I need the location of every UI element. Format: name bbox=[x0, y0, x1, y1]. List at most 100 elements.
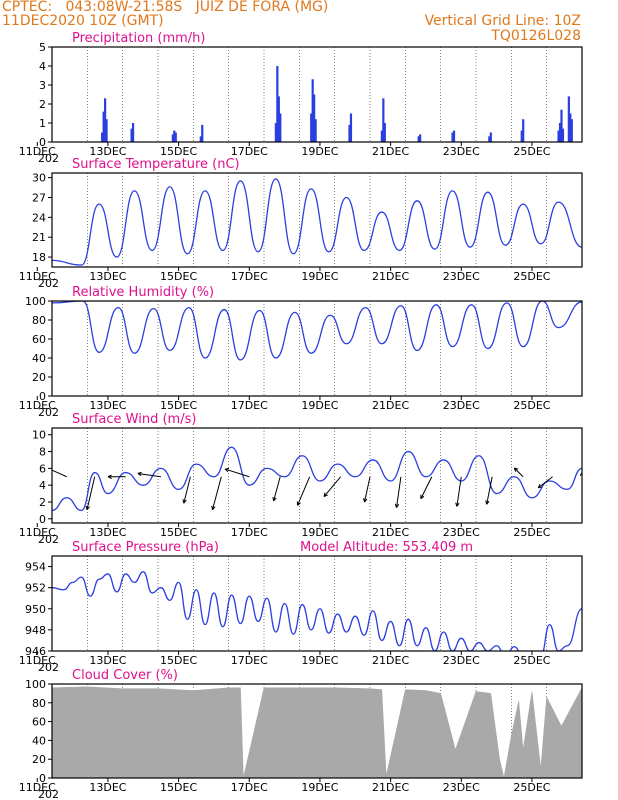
y-tick-label: 0 bbox=[39, 390, 46, 403]
precip-bar bbox=[279, 113, 282, 142]
precip-bar bbox=[274, 123, 277, 142]
y-tick-label: 948 bbox=[25, 624, 46, 637]
wind-arrow bbox=[513, 467, 524, 478]
x-tick-label: 17DEC bbox=[231, 526, 268, 539]
x-tick-label: 15DEC bbox=[160, 270, 197, 283]
x-tick-label: 21DEC bbox=[372, 270, 409, 283]
precip-bar bbox=[557, 130, 560, 142]
x-tick-label: 19DEC bbox=[301, 145, 338, 158]
x-tick-label: 17DEC bbox=[231, 270, 268, 283]
y-tick-label: 8 bbox=[39, 446, 46, 459]
precip-bar bbox=[452, 130, 456, 142]
x-tick-label: 11DEC bbox=[19, 781, 56, 794]
y-tick-label: 10 bbox=[32, 429, 46, 442]
header-grid-note: Vertical Grid Line: 10Z bbox=[425, 13, 581, 29]
panel-title: Surface Wind (m/s) bbox=[72, 412, 196, 427]
precip-bar bbox=[383, 123, 386, 142]
precip-bar bbox=[101, 132, 104, 142]
precip-bar bbox=[348, 124, 351, 142]
x-tick-label: 11DEC bbox=[19, 654, 56, 667]
x-tick-label: 19DEC bbox=[301, 526, 338, 539]
wind-arrow bbox=[394, 476, 402, 508]
wind-arrow bbox=[323, 476, 341, 498]
precip-bar bbox=[277, 96, 280, 142]
year-label: 202 bbox=[38, 533, 59, 546]
panel-title: Precipitation (mm/h) bbox=[72, 31, 205, 46]
y-tick-label: 4 bbox=[39, 60, 46, 73]
precip-bar bbox=[171, 134, 174, 142]
y-tick-label: 946 bbox=[25, 645, 46, 658]
panel-frame bbox=[51, 427, 583, 524]
y-tick-label: 5 bbox=[39, 41, 46, 54]
precip-bar bbox=[451, 132, 454, 142]
plot-area bbox=[101, 66, 573, 142]
panel-temp: 18 21 24 27 30 11DEC 13DEC 15DEC 17DEC 19DEC 21DEC… bbox=[19, 157, 583, 290]
precip-bar bbox=[419, 134, 422, 142]
header-init-time: 11DEC2020 10Z (GMT) bbox=[2, 13, 164, 29]
y-tick-label: 0 bbox=[39, 136, 46, 149]
x-tick-label: 25DEC bbox=[513, 399, 550, 412]
x-tick-label: 15DEC bbox=[160, 526, 197, 539]
year-label: 202 bbox=[38, 277, 59, 290]
y-tick-label: 21 bbox=[32, 231, 46, 244]
panel-cloud: 0 20 40 60 80 100 11DEC 13DEC 15DEC 17DEC 19DEC 21D… bbox=[19, 668, 583, 800]
precip-bar bbox=[173, 130, 176, 142]
x-tick-label: 21DEC bbox=[372, 781, 409, 794]
x-tick-label: 15DEC bbox=[160, 399, 197, 412]
precip-bar bbox=[488, 136, 491, 142]
y-tick-label: 2 bbox=[39, 98, 46, 111]
wind-arrow bbox=[272, 476, 281, 502]
y-tick-label: 952 bbox=[25, 582, 46, 595]
y-tick-label: 6 bbox=[39, 462, 46, 475]
panel-frame bbox=[51, 300, 583, 397]
year-label: 202 bbox=[38, 661, 59, 674]
wind-arrow bbox=[85, 476, 96, 511]
y-tick-label: 80 bbox=[32, 314, 46, 327]
precip-bar bbox=[489, 132, 492, 142]
series-line-pressure bbox=[52, 571, 582, 651]
panel-precip: 0 1 2 3 4 5 11DEC 13DEC 15DEC 17DEC 19DEC 21DEC 23DE… bbox=[19, 31, 583, 165]
precip-bar bbox=[310, 113, 313, 142]
plot-area bbox=[52, 446, 582, 512]
y-tick-label: 40 bbox=[32, 352, 46, 365]
precip-bar bbox=[105, 119, 108, 142]
precip-bar bbox=[380, 130, 383, 142]
plot-area bbox=[52, 571, 582, 651]
x-tick-label: 15DEC bbox=[160, 145, 197, 158]
precip-bar bbox=[313, 94, 316, 142]
x-tick-label: 17DEC bbox=[231, 399, 268, 412]
x-tick-label: 11DEC bbox=[19, 270, 56, 283]
x-tick-label: 19DEC bbox=[301, 399, 338, 412]
wind-arrow bbox=[107, 474, 126, 479]
series-line-temp bbox=[52, 178, 582, 266]
y-tick-label: 2 bbox=[39, 496, 46, 509]
model-altitude: Model Altitude: 553.409 m bbox=[300, 540, 473, 555]
series-line-rh bbox=[52, 301, 582, 361]
x-tick-label: 23DEC bbox=[443, 145, 480, 158]
precip-bar bbox=[276, 66, 279, 142]
x-tick-label: 25DEC bbox=[513, 526, 550, 539]
year-label: 202 bbox=[38, 152, 59, 165]
wind-arrow bbox=[224, 468, 250, 478]
precip-bar bbox=[102, 111, 105, 142]
panel-rh: 0 20 40 60 80 100 11DEC 13DEC 15DEC 17DEC 19DEC 21D… bbox=[19, 285, 583, 419]
series-line-wind bbox=[52, 446, 582, 512]
header-station: CPTEC: 043:08W-21:58S JUIZ DE FORA (MG) bbox=[2, 0, 328, 15]
x-tick-label: 21DEC bbox=[372, 654, 409, 667]
precip-bar bbox=[130, 128, 133, 142]
wind-arrow bbox=[455, 476, 462, 507]
x-tick-label: 13DEC bbox=[89, 781, 126, 794]
y-tick-label: 30 bbox=[32, 172, 46, 185]
y-tick-label: 60 bbox=[32, 333, 46, 346]
panel-title: Cloud Cover (%) bbox=[72, 668, 178, 683]
y-tick-label: 0 bbox=[39, 772, 46, 785]
panel-wind: 0 2 4 6 8 10 11DEC 13DEC 15DEC 17DEC 19DEC 21DEC 23D… bbox=[19, 412, 583, 546]
panel-title: Relative Humidity (%) bbox=[72, 285, 214, 300]
x-tick-label: 11DEC bbox=[19, 526, 56, 539]
wind-arrow bbox=[363, 476, 371, 503]
y-tick-label: 950 bbox=[25, 603, 46, 616]
plot-area bbox=[52, 178, 582, 266]
x-tick-label: 23DEC bbox=[443, 781, 480, 794]
wind-arrow bbox=[296, 476, 311, 506]
x-tick-label: 19DEC bbox=[301, 270, 338, 283]
